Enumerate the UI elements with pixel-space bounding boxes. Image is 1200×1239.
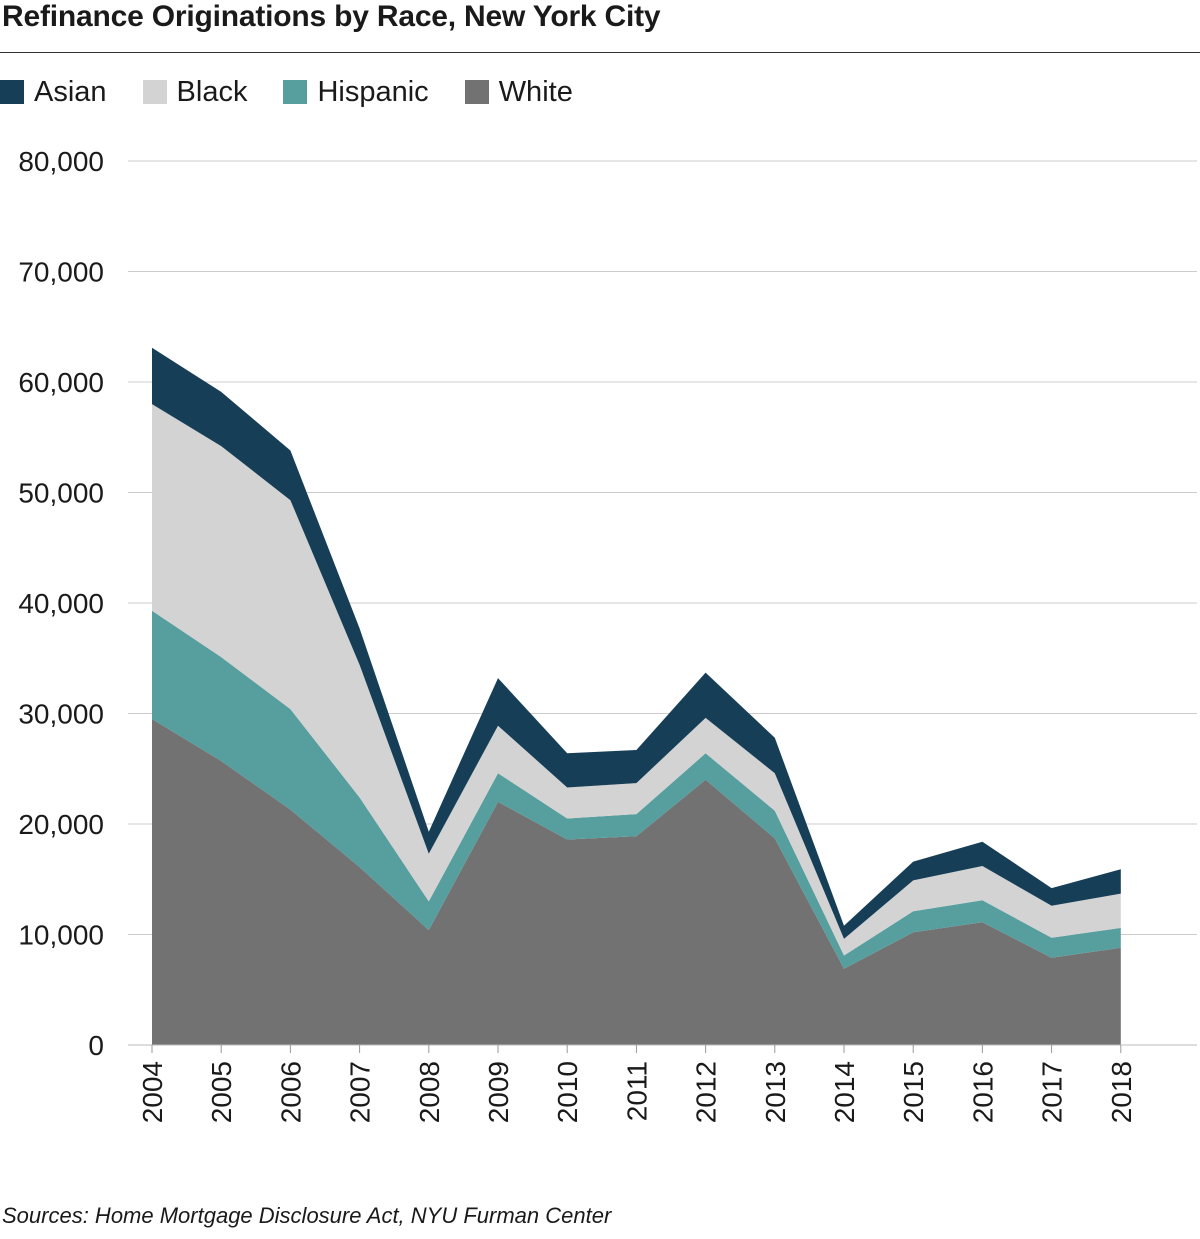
x-tick-label: 2007 (345, 1061, 376, 1123)
y-tick-label: 50,000 (18, 478, 104, 509)
x-tick-label: 2011 (621, 1061, 652, 1121)
y-tick-label: 60,000 (18, 367, 104, 398)
legend-item-hispanic: Hispanic (283, 75, 429, 109)
legend-label-black: Black (176, 75, 248, 108)
legend-item-black: Black (142, 75, 248, 109)
x-tick-label: 2013 (760, 1061, 791, 1123)
x-tick-label: 2016 (967, 1061, 998, 1123)
x-tick-label: 2009 (483, 1061, 514, 1123)
legend-swatch-asian (0, 80, 24, 104)
x-tick-label: 2015 (898, 1061, 929, 1123)
source-note: Sources: Home Mortgage Disclosure Act, N… (2, 1203, 612, 1228)
legend-label-hispanic: Hispanic (317, 75, 429, 108)
title-divider (0, 52, 1200, 53)
y-tick-label: 10,000 (18, 920, 104, 951)
y-tick-label: 0 (88, 1030, 104, 1061)
x-tick-label: 2008 (414, 1061, 445, 1123)
area-series-asian (152, 347, 1121, 939)
x-tick-label: 2004 (137, 1061, 168, 1123)
y-tick-label: 80,000 (18, 146, 104, 177)
area-series-hispanic (152, 610, 1121, 969)
legend-swatch-white (464, 80, 489, 104)
legend-item-asian: Asian (0, 76, 107, 109)
y-tick-label: 70,000 (18, 257, 104, 288)
legend-swatch-hispanic (283, 80, 308, 104)
x-tick-label: 2010 (552, 1061, 583, 1123)
x-tick-label: 2005 (206, 1061, 237, 1123)
area-series-white (152, 719, 1121, 1045)
legend-label-white: White (498, 75, 573, 108)
x-tick-label: 2014 (829, 1061, 860, 1123)
x-tick-label: 2006 (275, 1061, 306, 1123)
chart-title: Refinance Originations by Race, New York… (2, 0, 661, 33)
y-tick-label: 30,000 (18, 699, 104, 730)
area-series-black (152, 404, 1121, 956)
x-tick-label: 2017 (1037, 1061, 1068, 1123)
x-tick-label: 2018 (1106, 1061, 1137, 1123)
legend-item-white: White (464, 75, 573, 109)
legend-swatch-black (142, 80, 167, 104)
chart-legend: Asian Black Hispanic White (0, 74, 609, 110)
x-tick-label: 2012 (691, 1061, 722, 1123)
y-tick-label: 40,000 (18, 588, 104, 619)
y-tick-label: 20,000 (18, 809, 104, 840)
legend-label-asian: Asian (34, 75, 107, 108)
